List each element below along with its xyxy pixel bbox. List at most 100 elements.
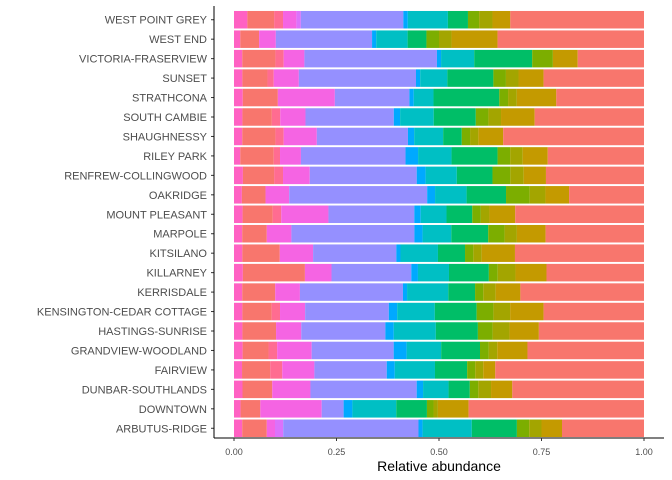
- bar-segment-mount-pleasant-2: [272, 205, 282, 224]
- bar-segment-west-point-grey-8: [447, 10, 468, 29]
- bar-segment-oakridge-1: [241, 186, 266, 204]
- bar-segment-shaughnessy-6: [407, 127, 415, 146]
- bar-segment-hastings-sunrise-6: [385, 322, 394, 340]
- bar-segment-downtown-11: [437, 400, 469, 418]
- bar-segment-kensington-cedar-cottage-6: [388, 302, 398, 321]
- bar-segment-arbutus-ridge-3: [266, 419, 275, 438]
- bar-segment-kitsilano-11: [481, 244, 515, 262]
- bar-segment-hastings-sunrise-7: [393, 322, 436, 340]
- bar-segment-riley-park-0: [234, 147, 241, 165]
- bar-segment-kensington-cedar-cottage-10: [493, 302, 511, 321]
- bar-segment-kitsilano-0: [234, 244, 243, 262]
- bar-segment-south-cambie-6: [393, 108, 401, 126]
- bar-segment-downtown-10: [433, 400, 438, 418]
- bar-segment-shaughnessy-9: [461, 127, 471, 146]
- y-tick-label-renfrew-collingwood: RENFREW-COLLINGWOOD: [64, 170, 207, 182]
- bar-segment-hastings-sunrise-10: [492, 322, 510, 340]
- bar-segment-fairview-12: [495, 361, 644, 379]
- y-tick-label-hastings-sunrise: HASTINGS-SUNRISE: [98, 326, 207, 338]
- bar-segment-arbutus-ridge-10: [529, 419, 542, 438]
- bar-segment-oakridge-10: [529, 186, 546, 204]
- y-tick-label-mount-pleasant: MOUNT PLEASANT: [106, 209, 207, 221]
- bar-segment-kitsilano-1: [242, 244, 280, 262]
- x-axis-title: Relative abundance: [377, 458, 501, 474]
- bar-segment-downtown-0: [234, 400, 241, 418]
- bar-segment-west-point-grey-4: [296, 10, 301, 29]
- bar-segment-marpole-1: [242, 224, 267, 243]
- bar-segment-shaughnessy-10: [470, 127, 479, 146]
- bar-segment-grandview-woodland-9: [480, 341, 489, 360]
- bar-segment-riley-park-3: [280, 147, 301, 165]
- bar-segment-downtown-12: [468, 400, 644, 418]
- bar-segment-west-point-grey-6: [403, 10, 408, 29]
- bar-segment-kerrisdale-3: [275, 283, 300, 301]
- bar-segment-oakridge-11: [545, 186, 570, 204]
- bar-segment-strathcona-10: [508, 88, 517, 107]
- bar-segment-arbutus-ridge-7: [422, 419, 472, 438]
- bar-segment-west-end-8: [407, 30, 427, 48]
- bar-segment-riley-park-1: [240, 147, 274, 165]
- bar-segment-arbutus-ridge-8: [471, 419, 517, 438]
- y-tick-label-strathcona: STRATHCONA: [132, 93, 208, 105]
- bar-segment-renfrew-collingwood-5: [309, 166, 417, 185]
- bar-segment-strathcona-7: [413, 88, 434, 107]
- bar-segment-sunset-1: [242, 69, 268, 87]
- bar-segment-killarney-11: [515, 263, 547, 282]
- bar-segment-downtown-9: [426, 400, 434, 418]
- bar-segment-fairview-0: [234, 361, 243, 379]
- bar-segment-killarney-3: [304, 263, 332, 282]
- bar-segment-renfrew-collingwood-12: [545, 166, 644, 185]
- bar-segment-mount-pleasant-3: [281, 205, 329, 224]
- x-tick-label-4: 1.00: [635, 447, 653, 457]
- bar-segment-renfrew-collingwood-10: [510, 166, 524, 185]
- bar-segment-shaughnessy-2: [275, 127, 284, 146]
- bar-segment-strathcona-11: [516, 88, 557, 107]
- bar-segment-hastings-sunrise-5: [301, 322, 386, 340]
- bar-segment-downtown-6: [343, 400, 353, 418]
- bar-segment-strathcona-9: [499, 88, 509, 107]
- bar-segment-renfrew-collingwood-9: [492, 166, 511, 185]
- bar-segment-kensington-cedar-cottage-9: [476, 302, 494, 321]
- bar-segment-victoria-fraserview-9: [532, 49, 553, 68]
- bar-segment-shaughnessy-5: [316, 127, 408, 146]
- bar-segment-killarney-8: [448, 263, 489, 282]
- bar-segment-dunbar-southlands-6: [416, 380, 424, 399]
- bar-segment-grandview-woodland-2: [268, 341, 278, 360]
- bar-segment-dunbar-southlands-9: [469, 380, 479, 399]
- y-tick-labels: WEST POINT GREY WEST END VICTORIA-FRASERVI…: [37, 15, 214, 435]
- bar-segment-west-end-7: [376, 30, 408, 48]
- bar-segment-kitsilano-5: [313, 244, 397, 262]
- bar-segment-grandview-woodland-8: [441, 341, 480, 360]
- bar-segment-grandview-woodland-7: [406, 341, 442, 360]
- bar-segment-arbutus-ridge-5: [283, 419, 419, 438]
- y-tick-label-riley-park: RILEY PARK: [143, 151, 207, 163]
- bar-segment-grandview-woodland-5: [311, 341, 394, 360]
- bar-segment-marpole-0: [234, 224, 243, 243]
- bar-segment-victoria-fraserview-7: [441, 49, 475, 68]
- x-axis: 0.00 0.25 0.50 0.75 1.00: [214, 437, 664, 457]
- bar-segment-arbutus-ridge-12: [562, 419, 644, 438]
- bar-segment-marpole-12: [545, 224, 644, 243]
- bar-segment-mount-pleasant-6: [414, 205, 421, 224]
- bar-segment-victoria-fraserview-1: [242, 49, 276, 68]
- bar-segment-dunbar-southlands-7: [423, 380, 449, 399]
- bar-segment-south-cambie-3: [280, 108, 306, 126]
- bar-segment-fairview-9: [467, 361, 476, 379]
- bar-segment-shaughnessy-12: [503, 127, 644, 146]
- bar-segment-hastings-sunrise-0: [234, 322, 243, 340]
- bar-segment-arbutus-ridge-11: [541, 419, 562, 438]
- bar-segment-west-end-3: [259, 30, 276, 48]
- bar-segment-hastings-sunrise-9: [477, 322, 493, 340]
- bar-segment-dunbar-southlands-1: [242, 380, 273, 399]
- bar-segment-mount-pleasant-11: [489, 205, 516, 224]
- y-tick-label-victoria-fraserview: VICTORIA-FRASERVIEW: [79, 54, 208, 66]
- bar-segment-fairview-2: [270, 361, 283, 379]
- bar-segment-south-cambie-11: [501, 108, 535, 126]
- y-tick-label-kerrisdale: KERRISDALE: [137, 287, 207, 299]
- bar-segment-fairview-6: [386, 361, 395, 379]
- bar-segment-west-point-grey-12: [510, 10, 644, 29]
- bar-segment-fairview-7: [394, 361, 435, 379]
- y-tick-label-marpole: MARPOLE: [153, 229, 207, 241]
- bar-segment-sunset-5: [298, 69, 416, 87]
- bar-segment-grandview-woodland-11: [497, 341, 528, 360]
